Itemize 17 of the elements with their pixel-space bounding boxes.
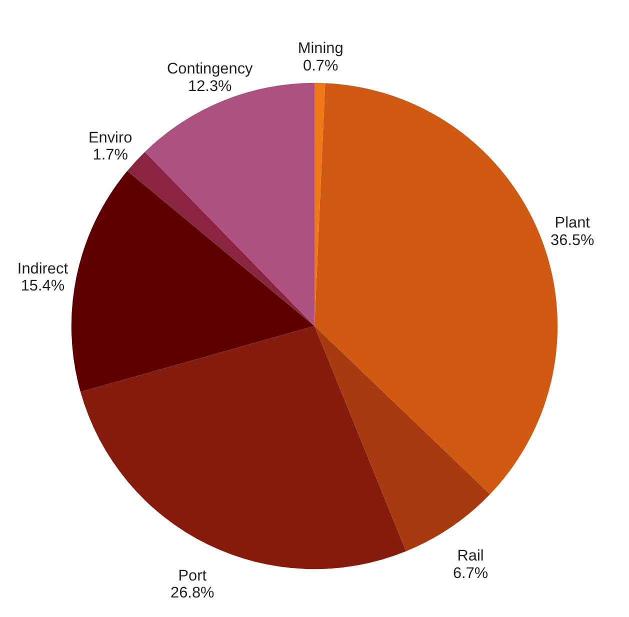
pie-slice — [80, 326, 406, 570]
slice-label: Plant — [554, 214, 591, 232]
data-label: 1.7% — [92, 146, 128, 164]
slice-label: Rail — [457, 548, 484, 565]
slice-label: Indirect — [17, 260, 69, 278]
pie-slice — [127, 152, 314, 326]
data-label: 26.8% — [170, 584, 215, 602]
data-label: 0.7% — [303, 57, 338, 74]
slice-label: Mining — [298, 40, 344, 58]
slice-label: Enviro — [88, 129, 132, 146]
pie-slice — [72, 170, 314, 392]
data-label: 12.3% — [188, 78, 232, 95]
data-label: 15.4% — [20, 278, 65, 295]
data-label: 6.7% — [452, 565, 488, 582]
data-label: 36.5% — [550, 232, 595, 249]
slice-label: Port — [178, 567, 208, 584]
slice-label: Contingency — [167, 60, 254, 78]
